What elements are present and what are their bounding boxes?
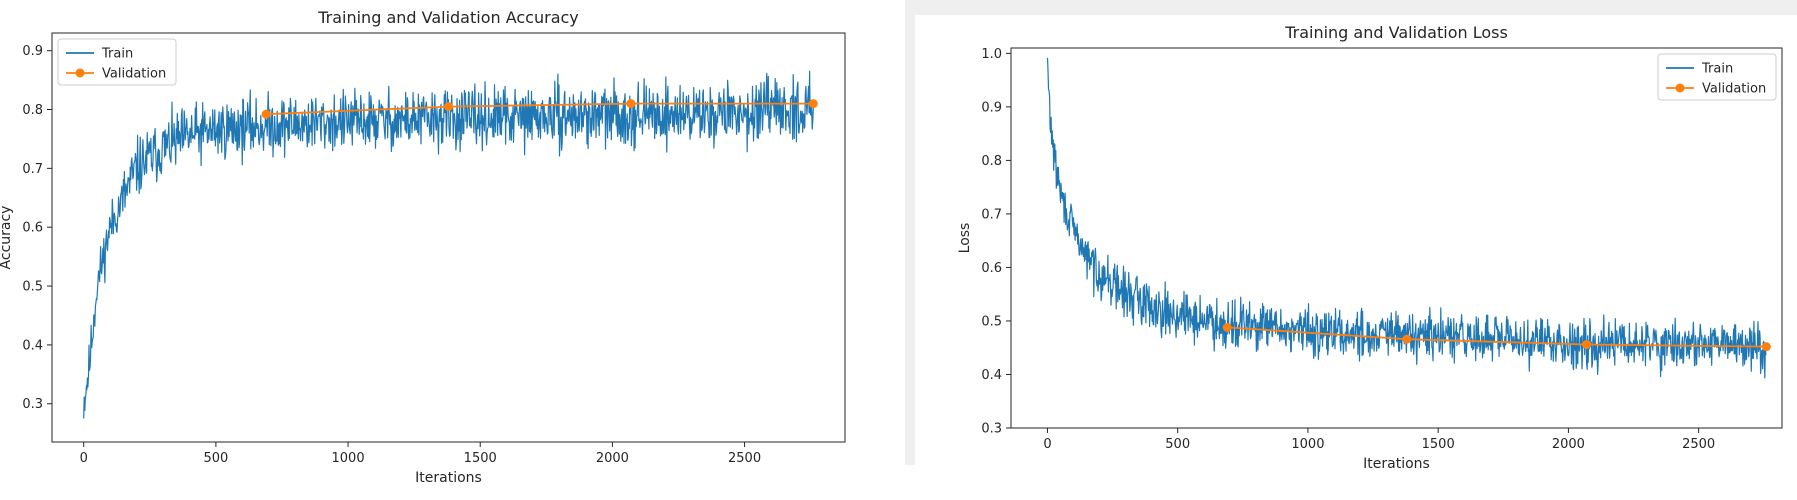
accuracy-x-tick-label: 2000 xyxy=(596,451,629,466)
accuracy-y-tick-label: 0.9 xyxy=(22,44,43,59)
accuracy-chart: Training and Validation Accuracy 0 500 1000… xyxy=(0,8,846,486)
loss-y-tick-label: 0.3 xyxy=(981,422,1002,437)
loss-validation-point xyxy=(1402,334,1412,344)
accuracy-x-tick-label: 1000 xyxy=(332,451,365,466)
loss-legend: Train Validation xyxy=(1657,53,1777,101)
loss-y-tick-label: 0.7 xyxy=(981,207,1002,222)
loss-chart-panel: Training and Validation Loss 0 500 1000 1500… xyxy=(915,15,1797,472)
loss-legend-label: Train xyxy=(1701,62,1733,77)
loss-axes-frame xyxy=(1010,47,1783,429)
accuracy-y-tick-label: 0.3 xyxy=(22,397,43,412)
loss-x-tick-label: 2500 xyxy=(1682,437,1715,452)
accuracy-x-tick-label: 2500 xyxy=(728,451,761,466)
accuracy-y-tick-label: 0.7 xyxy=(22,162,43,177)
accuracy-x-tick-label: 1500 xyxy=(464,451,497,466)
loss-y-tick-label: 0.4 xyxy=(981,368,1002,383)
accuracy-x-tick-label: 500 xyxy=(203,451,228,466)
accuracy-y-axis-label: Accuracy xyxy=(0,206,14,270)
accuracy-x-tick-label: 0 xyxy=(80,451,88,466)
loss-y-axis-label: Loss xyxy=(957,223,973,254)
accuracy-validation-point xyxy=(444,102,453,112)
accuracy-y-tick-label: 0.6 xyxy=(22,221,43,236)
loss-chart: Training and Validation Loss 0 500 1000 1500… xyxy=(957,23,1783,472)
loss-validation-line xyxy=(1227,326,1767,348)
loss-x-tick-label: 1000 xyxy=(1291,437,1324,452)
accuracy-validation-point xyxy=(808,99,818,109)
accuracy-x-axis-label: Iterations xyxy=(415,470,482,486)
accuracy-validation-line xyxy=(266,102,814,116)
accuracy-validation-point xyxy=(626,99,636,109)
loss-x-tick-label: 500 xyxy=(1165,437,1190,452)
accuracy-legend-label: Train xyxy=(101,47,133,62)
loss-validation-point xyxy=(1761,342,1771,352)
loss-y-tick-label: 0.8 xyxy=(981,154,1002,169)
loss-y-tick-label: 0.9 xyxy=(981,100,1002,115)
loss-y-tick-label: 1.0 xyxy=(981,47,1002,62)
accuracy-y-tick-label: 0.8 xyxy=(22,103,43,118)
background-separator xyxy=(905,0,915,465)
loss-x-tick-label: 1500 xyxy=(1422,437,1455,452)
loss-x-axis-label: Iterations xyxy=(1363,456,1430,472)
accuracy-chart-title: Training and Validation Accuracy xyxy=(317,8,579,27)
loss-train-line xyxy=(1046,57,1767,379)
loss-chart-title: Training and Validation Loss xyxy=(1284,23,1508,42)
accuracy-y-tick-label: 0.4 xyxy=(22,338,43,353)
accuracy-train-line xyxy=(83,70,814,419)
loss-x-tick-label: 0 xyxy=(1043,437,1051,452)
accuracy-legend: Train Validation xyxy=(57,38,177,86)
loss-validation-point xyxy=(1582,340,1592,350)
loss-y-tick-label: 0.5 xyxy=(981,314,1002,329)
loss-legend-label: Validation xyxy=(1702,82,1766,97)
accuracy-y-tick-label: 0.5 xyxy=(22,280,43,295)
loss-legend-marker xyxy=(1675,83,1685,93)
accuracy-legend-marker xyxy=(75,68,85,78)
accuracy-validation-point xyxy=(261,109,271,119)
background-band xyxy=(905,0,1797,15)
loss-x-tick-label: 2000 xyxy=(1552,437,1585,452)
accuracy-legend-label: Validation xyxy=(102,67,166,82)
accuracy-axes-frame xyxy=(51,32,846,443)
accuracy-chart-panel: Training and Validation Accuracy 0 500 1000… xyxy=(0,0,860,500)
loss-y-tick-label: 0.6 xyxy=(981,261,1002,276)
loss-validation-point xyxy=(1222,322,1232,332)
